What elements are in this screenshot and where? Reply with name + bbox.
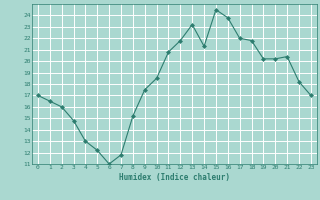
X-axis label: Humidex (Indice chaleur): Humidex (Indice chaleur) xyxy=(119,173,230,182)
